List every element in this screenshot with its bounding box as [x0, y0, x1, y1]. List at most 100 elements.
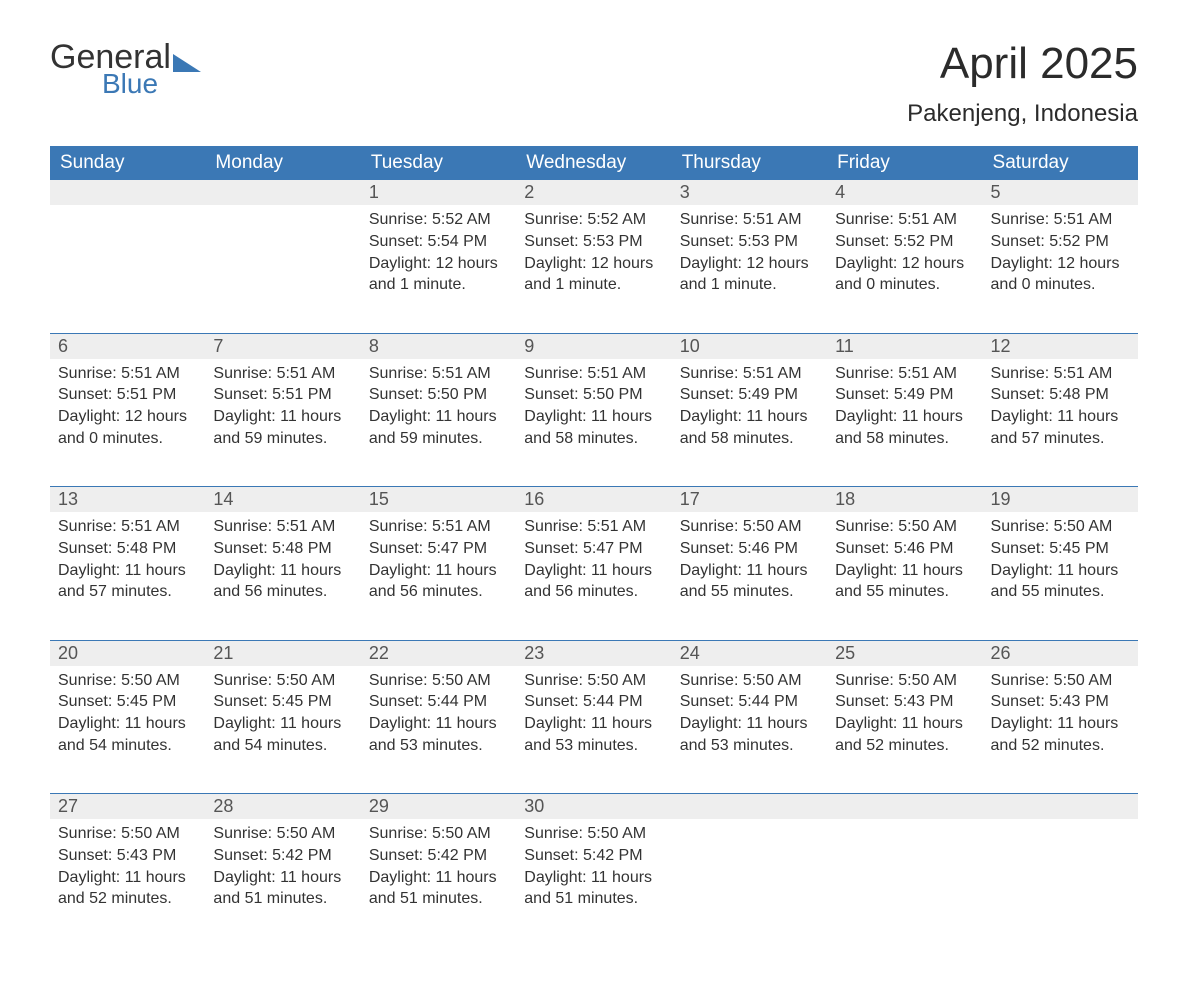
day-content: Sunrise: 5:50 AMSunset: 5:46 PMDaylight:… — [672, 512, 827, 612]
day-content: Sunrise: 5:50 AMSunset: 5:42 PMDaylight:… — [516, 819, 671, 919]
day-content: Sunrise: 5:51 AMSunset: 5:50 PMDaylight:… — [361, 359, 516, 459]
day-number-cell: 5 — [983, 180, 1138, 205]
logo: General Blue — [50, 40, 201, 98]
day-cell: Sunrise: 5:50 AMSunset: 5:44 PMDaylight:… — [361, 666, 516, 794]
day-cell: Sunrise: 5:50 AMSunset: 5:44 PMDaylight:… — [672, 666, 827, 794]
day-number-row: 6789101112 — [50, 333, 1138, 359]
day-number-cell: 18 — [827, 487, 982, 513]
day-content: Sunrise: 5:50 AMSunset: 5:42 PMDaylight:… — [205, 819, 360, 919]
day-cell: Sunrise: 5:50 AMSunset: 5:43 PMDaylight:… — [983, 666, 1138, 794]
day-number-cell: 16 — [516, 487, 671, 513]
day-cell: Sunrise: 5:51 AMSunset: 5:48 PMDaylight:… — [983, 359, 1138, 487]
day-cell: Sunrise: 5:51 AMSunset: 5:48 PMDaylight:… — [205, 512, 360, 640]
day-cell: Sunrise: 5:51 AMSunset: 5:52 PMDaylight:… — [983, 205, 1138, 333]
day-content: Sunrise: 5:51 AMSunset: 5:49 PMDaylight:… — [672, 359, 827, 459]
logo-text-sub: Blue — [102, 70, 201, 98]
day-content: Sunrise: 5:50 AMSunset: 5:45 PMDaylight:… — [983, 512, 1138, 612]
day-cell: Sunrise: 5:51 AMSunset: 5:47 PMDaylight:… — [361, 512, 516, 640]
day-content-row: Sunrise: 5:51 AMSunset: 5:48 PMDaylight:… — [50, 512, 1138, 640]
day-number-row: 13141516171819 — [50, 487, 1138, 513]
day-content: Sunrise: 5:50 AMSunset: 5:42 PMDaylight:… — [361, 819, 516, 919]
day-cell: Sunrise: 5:50 AMSunset: 5:43 PMDaylight:… — [827, 666, 982, 794]
day-cell — [205, 205, 360, 333]
day-content: Sunrise: 5:51 AMSunset: 5:48 PMDaylight:… — [50, 512, 205, 612]
day-number-cell: 7 — [205, 333, 360, 359]
day-content: Sunrise: 5:51 AMSunset: 5:48 PMDaylight:… — [205, 512, 360, 612]
weekday-header-row: SundayMondayTuesdayWednesdayThursdayFrid… — [50, 146, 1138, 180]
day-cell: Sunrise: 5:50 AMSunset: 5:45 PMDaylight:… — [50, 666, 205, 794]
day-content: Sunrise: 5:51 AMSunset: 5:47 PMDaylight:… — [516, 512, 671, 612]
day-cell: Sunrise: 5:50 AMSunset: 5:46 PMDaylight:… — [827, 512, 982, 640]
day-number-cell: 17 — [672, 487, 827, 513]
day-content: Sunrise: 5:51 AMSunset: 5:52 PMDaylight:… — [983, 205, 1138, 305]
day-cell: Sunrise: 5:50 AMSunset: 5:44 PMDaylight:… — [516, 666, 671, 794]
day-number-cell: 23 — [516, 640, 671, 666]
day-number-cell: 25 — [827, 640, 982, 666]
day-number-cell: 9 — [516, 333, 671, 359]
day-content-row: Sunrise: 5:50 AMSunset: 5:43 PMDaylight:… — [50, 819, 1138, 947]
day-content: Sunrise: 5:52 AMSunset: 5:54 PMDaylight:… — [361, 205, 516, 305]
day-content: Sunrise: 5:51 AMSunset: 5:48 PMDaylight:… — [983, 359, 1138, 459]
day-number-cell — [672, 794, 827, 820]
day-cell — [50, 205, 205, 333]
day-number-cell: 3 — [672, 180, 827, 205]
day-content: Sunrise: 5:50 AMSunset: 5:44 PMDaylight:… — [672, 666, 827, 766]
day-content: Sunrise: 5:50 AMSunset: 5:44 PMDaylight:… — [516, 666, 671, 766]
day-cell: Sunrise: 5:51 AMSunset: 5:49 PMDaylight:… — [827, 359, 982, 487]
day-cell: Sunrise: 5:50 AMSunset: 5:46 PMDaylight:… — [672, 512, 827, 640]
day-content: Sunrise: 5:50 AMSunset: 5:46 PMDaylight:… — [827, 512, 982, 612]
day-number-cell: 21 — [205, 640, 360, 666]
day-content: Sunrise: 5:51 AMSunset: 5:52 PMDaylight:… — [827, 205, 982, 305]
day-cell: Sunrise: 5:51 AMSunset: 5:52 PMDaylight:… — [827, 205, 982, 333]
day-cell — [983, 819, 1138, 947]
day-content: Sunrise: 5:51 AMSunset: 5:49 PMDaylight:… — [827, 359, 982, 459]
page-title: April 2025 — [907, 40, 1138, 88]
day-number-cell: 4 — [827, 180, 982, 205]
title-block: April 2025 Pakenjeng, Indonesia — [907, 40, 1138, 128]
day-cell: Sunrise: 5:51 AMSunset: 5:48 PMDaylight:… — [50, 512, 205, 640]
day-cell: Sunrise: 5:50 AMSunset: 5:43 PMDaylight:… — [50, 819, 205, 947]
header: General Blue April 2025 Pakenjeng, Indon… — [50, 40, 1138, 128]
day-number-cell: 29 — [361, 794, 516, 820]
calendar-table: SundayMondayTuesdayWednesdayThursdayFrid… — [50, 146, 1138, 947]
day-number-row: 27282930 — [50, 794, 1138, 820]
day-cell: Sunrise: 5:51 AMSunset: 5:49 PMDaylight:… — [672, 359, 827, 487]
day-cell: Sunrise: 5:51 AMSunset: 5:50 PMDaylight:… — [516, 359, 671, 487]
calendar-body: 12345Sunrise: 5:52 AMSunset: 5:54 PMDayl… — [50, 180, 1138, 947]
day-number-cell — [205, 180, 360, 205]
weekday-header: Saturday — [983, 146, 1138, 180]
day-cell — [827, 819, 982, 947]
day-content-row: Sunrise: 5:51 AMSunset: 5:51 PMDaylight:… — [50, 359, 1138, 487]
location-label: Pakenjeng, Indonesia — [907, 100, 1138, 128]
day-content: Sunrise: 5:51 AMSunset: 5:47 PMDaylight:… — [361, 512, 516, 612]
day-number-cell: 2 — [516, 180, 671, 205]
day-content: Sunrise: 5:50 AMSunset: 5:45 PMDaylight:… — [205, 666, 360, 766]
day-content: Sunrise: 5:51 AMSunset: 5:51 PMDaylight:… — [50, 359, 205, 459]
day-content: Sunrise: 5:52 AMSunset: 5:53 PMDaylight:… — [516, 205, 671, 305]
day-cell — [672, 819, 827, 947]
day-cell: Sunrise: 5:51 AMSunset: 5:51 PMDaylight:… — [205, 359, 360, 487]
day-cell: Sunrise: 5:51 AMSunset: 5:51 PMDaylight:… — [50, 359, 205, 487]
day-number-cell: 8 — [361, 333, 516, 359]
day-cell: Sunrise: 5:50 AMSunset: 5:42 PMDaylight:… — [205, 819, 360, 947]
day-number-cell: 11 — [827, 333, 982, 359]
day-cell: Sunrise: 5:52 AMSunset: 5:54 PMDaylight:… — [361, 205, 516, 333]
day-number-cell: 22 — [361, 640, 516, 666]
day-cell: Sunrise: 5:51 AMSunset: 5:53 PMDaylight:… — [672, 205, 827, 333]
day-content: Sunrise: 5:50 AMSunset: 5:45 PMDaylight:… — [50, 666, 205, 766]
day-number-cell — [983, 794, 1138, 820]
day-number-cell: 6 — [50, 333, 205, 359]
day-number-cell: 10 — [672, 333, 827, 359]
day-content: Sunrise: 5:50 AMSunset: 5:43 PMDaylight:… — [50, 819, 205, 919]
day-cell: Sunrise: 5:51 AMSunset: 5:50 PMDaylight:… — [361, 359, 516, 487]
weekday-header: Tuesday — [361, 146, 516, 180]
day-number-cell: 28 — [205, 794, 360, 820]
day-cell: Sunrise: 5:52 AMSunset: 5:53 PMDaylight:… — [516, 205, 671, 333]
weekday-header: Monday — [205, 146, 360, 180]
day-number-cell: 24 — [672, 640, 827, 666]
day-content-row: Sunrise: 5:50 AMSunset: 5:45 PMDaylight:… — [50, 666, 1138, 794]
day-number-cell: 13 — [50, 487, 205, 513]
day-content: Sunrise: 5:50 AMSunset: 5:43 PMDaylight:… — [983, 666, 1138, 766]
day-number-row: 20212223242526 — [50, 640, 1138, 666]
day-content-row: Sunrise: 5:52 AMSunset: 5:54 PMDaylight:… — [50, 205, 1138, 333]
